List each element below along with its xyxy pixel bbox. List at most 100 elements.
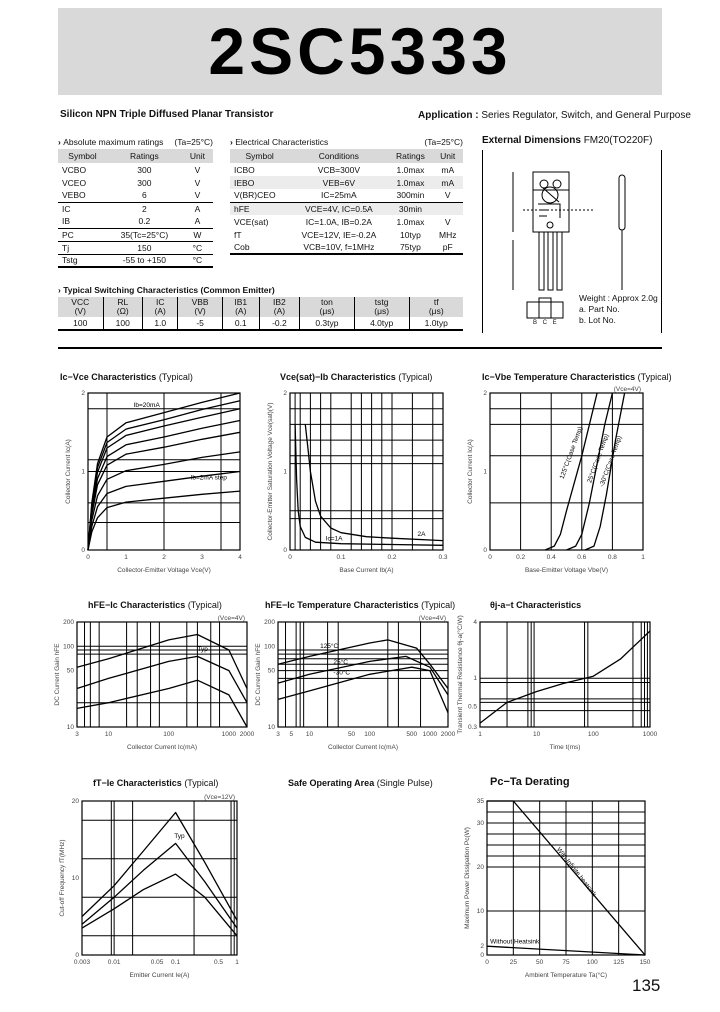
page-number: 135 [632, 976, 661, 995]
x-tick-label: 100 [163, 731, 174, 738]
x-tick-label: 0.05 [151, 959, 164, 966]
table-cell: Tj [58, 240, 107, 254]
series-curve [87, 431, 241, 551]
y-tick-label: 10 [268, 724, 276, 731]
x-axis-label: Time t(ms) [550, 744, 581, 751]
application: Application : Series Regulator, Switch, … [418, 110, 691, 121]
divider [58, 347, 662, 349]
table-cell: 0.1 [221, 317, 260, 330]
column-header: ton (μs) [299, 297, 355, 317]
x-tick-label: 0.5 [214, 959, 223, 966]
table-cell: V [194, 177, 201, 188]
x-tick-label: 0.1 [171, 959, 180, 966]
table-row: Cob VCB=10V, f=1MHz 75typ pF [230, 241, 463, 254]
y-tick-label: 100 [264, 643, 275, 650]
chart-theta-t: 1 10 100 1000 0.3 0.5 1 4 Time t(ms) Transient Th… [456, 615, 658, 751]
chart-ic-vbe-temp: 0 0.2 0.4 0.6 0.8 1 0 1 2 Base-Emitter Voltage Vb… [467, 386, 645, 574]
table-cell: 1.0max [388, 176, 433, 189]
part-number: 2SC5333 [208, 14, 512, 88]
table-cell: °C [181, 240, 213, 254]
table-cell: PC [58, 227, 107, 241]
y-tick-label: 4 [473, 619, 477, 626]
y-axis-label: Collector Current Ic(A) [467, 439, 474, 504]
table-cell: VCE(sat) [234, 216, 269, 227]
note-lot-no: b. Lot No. [579, 315, 616, 325]
table-cell: IC=25mA [321, 190, 357, 201]
x-tick-label: 150 [640, 959, 651, 966]
y-tick-label: 2 [283, 390, 287, 397]
x-tick-label: 100 [364, 731, 375, 738]
column-header: Symbol [230, 149, 290, 163]
curve-label: Typ [174, 833, 185, 840]
column-header: Symbol [58, 149, 107, 163]
x-tick-label: 2000 [240, 731, 255, 738]
y-tick-label: 200 [63, 619, 74, 626]
series-curve [544, 392, 598, 551]
table-cell: IB [62, 216, 71, 227]
column-header: Ratings [388, 149, 433, 163]
table-cell: VEB=6V [289, 176, 389, 189]
x-tick-label: 0.3 [438, 554, 447, 561]
x-tick-label: 3 [276, 731, 280, 738]
application-value: Series Regulator, Switch, and General Pu… [481, 110, 691, 121]
x-tick-label: 0.4 [547, 554, 556, 561]
y-tick-label: 1 [81, 469, 85, 476]
table-cell: pF [442, 242, 453, 252]
table-cell: 1.0typ [408, 317, 463, 330]
x-tick-label: 4 [238, 554, 242, 561]
plot-frame [486, 800, 646, 956]
chart-pc-ta: 0 25 50 75 100 125 150 0 2 10 20 30 35 Ambient Temper… [464, 798, 651, 979]
table-cell: fT [234, 229, 242, 240]
table-cell: VCE=4V, IC=0.5A [289, 201, 389, 215]
x-tick-label: 5 [290, 731, 294, 738]
table-cell: 75typ [400, 242, 421, 252]
chart-title: Vce(sat)−Ib Characteristics (Typical) [280, 372, 433, 382]
y-tick-label: 10 [67, 724, 75, 731]
column-header: RL (Ω) [102, 297, 143, 317]
table-row: VEBO 6 V [58, 189, 213, 202]
table-cell: 0.2 [138, 216, 151, 227]
external-dimensions: Weight : Approx 2.0g a. Part No. b. Lot … [482, 150, 662, 333]
x-tick-label: 1 [641, 554, 645, 561]
series-curve [304, 424, 444, 542]
x-tick-label: 75 [562, 959, 570, 966]
chart-vcesat-ib: 0 0.1 0.2 0.3 0 1 2 Base Current Ib(A) Collector… [267, 390, 448, 574]
column-header: IC (A) [141, 297, 178, 317]
column-header: tstg (μs) [353, 297, 410, 317]
series-curve [87, 419, 241, 551]
series-curve [87, 490, 241, 551]
test-condition: (Vce=12V) [204, 794, 235, 801]
application-label: Application : [418, 110, 479, 121]
table-cell: 1.0max [396, 216, 425, 227]
external-title: External Dimensions FM20(TO220F) [482, 135, 653, 146]
curve-label: With Infinite heatsink [555, 846, 598, 898]
y-tick-label: 100 [63, 643, 74, 650]
chart-title: hFE−Ic Characteristics (Typical) [88, 600, 222, 610]
table-cell: 10typ [400, 229, 421, 240]
y-tick-label: 20 [72, 798, 80, 805]
table-cell: mA [441, 164, 455, 175]
switching-table: VCC (V) RL (Ω) IC (A) VBB (V) IB1 (A) IB2 (A) ton (μs… [58, 297, 463, 331]
package-drawing [512, 171, 626, 319]
table-cell: 100 [73, 318, 88, 328]
y-tick-label: 1 [473, 675, 477, 682]
table-cell: W [181, 227, 213, 241]
curve-label: Ib=2mA step [191, 474, 228, 481]
table-cell: 6 [142, 190, 147, 201]
series-curve [294, 424, 444, 546]
x-tick-label: 100 [587, 959, 598, 966]
x-tick-label: 50 [348, 731, 356, 738]
table-cell: hFE [230, 201, 290, 215]
y-tick-label: 200 [264, 619, 275, 626]
note-part-no: a. Part No. [579, 304, 620, 314]
elec-table: Symbol Conditions Ratings Unit ICBO VCB=300V 1… [230, 149, 463, 255]
chart-title: Safe Operating Area (Single Pulse) [288, 778, 433, 788]
curve-label: 25°C [333, 658, 348, 666]
y-axis-label: Collector Current Ic(A) [65, 439, 72, 504]
plot-frame [277, 621, 449, 728]
y-axis-label: Transient Thermal Resistance θj-a(°C/W) [456, 615, 464, 734]
series-curve [486, 945, 646, 956]
x-tick-label: 50 [536, 959, 544, 966]
